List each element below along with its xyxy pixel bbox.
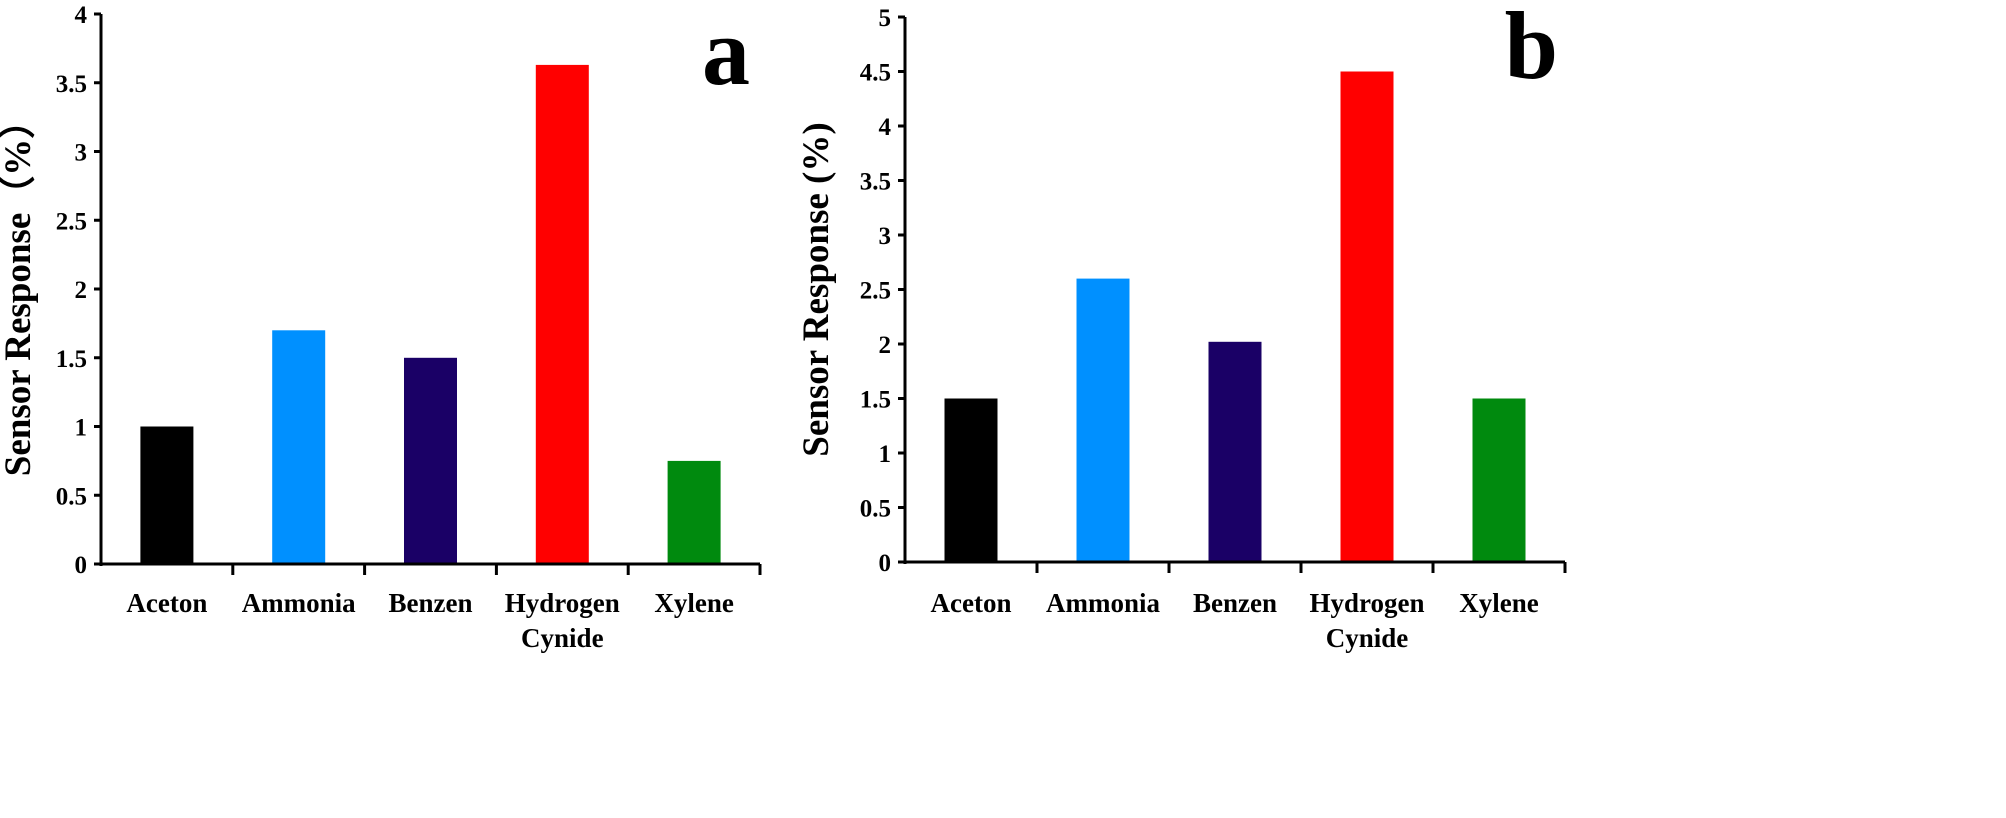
y-tick-label: 4: [75, 2, 88, 29]
x-category-label: Cynide: [521, 623, 604, 653]
bar-aceton: [140, 426, 194, 564]
x-category-label: Xylene: [654, 588, 734, 618]
x-category-label: Aceton: [126, 588, 207, 618]
y-tick-label: 0.5: [860, 496, 891, 523]
y-tick-label: 5: [879, 5, 892, 32]
x-category-label: Ammonia: [1046, 588, 1160, 618]
y-tick-label: 3: [75, 140, 88, 167]
y-tick-label: 3: [879, 223, 892, 250]
panel-a-chart: 0 0.5 1 1.5 2 2.5 3 3.5 4 Aceton Ammonia Benzen Hydr…: [0, 0, 762, 653]
x-category-label: Benzen: [1193, 588, 1277, 618]
panel-label: b: [1505, 0, 1558, 99]
bar-xylene: [667, 460, 721, 564]
y-tick-label: 3.5: [860, 169, 891, 196]
bar-benzen: [404, 357, 457, 565]
bar-xylene: [1472, 398, 1526, 562]
x-category-label: Ammonia: [242, 588, 356, 618]
panel-label: a: [702, 0, 750, 105]
y-tick-label: 0.5: [56, 483, 87, 510]
y-tick-label: 1.5: [860, 387, 891, 414]
y-tick-label: 2: [75, 277, 88, 304]
x-category-label: Aceton: [931, 588, 1012, 618]
y-tick-label: 2.5: [56, 208, 87, 235]
y-tick-label: 2: [879, 332, 892, 359]
x-category-label: Cynide: [1326, 623, 1409, 653]
y-axis-title: Sensor Response (%): [796, 122, 837, 456]
x-category-label: Hydrogen: [505, 588, 620, 618]
bar-benzen: [1208, 341, 1262, 562]
y-tick-label: 4.5: [860, 60, 891, 87]
y-tick-label: 1: [879, 441, 892, 468]
y-tick-label: 0: [879, 550, 892, 577]
y-axis-title: Sensor Response（%）: [0, 102, 39, 477]
y-tick-label: 3.5: [56, 71, 87, 98]
bar-hydrogen-cynide: [535, 64, 589, 565]
y-tick-label: 0: [75, 552, 88, 579]
bar-ammonia: [272, 330, 326, 565]
x-category-label: Hydrogen: [1309, 588, 1424, 618]
y-tick-label: 1.5: [56, 346, 87, 373]
x-category-label: Xylene: [1459, 588, 1539, 618]
panel-b-chart: 0 0.5 1 1.5 2 2.5 3 3.5 4 4.5 5 Aceton Ammonia Benzen…: [796, 0, 1567, 653]
y-tick-label: 1: [75, 415, 88, 442]
bar-hydrogen-cynide: [1340, 71, 1394, 562]
y-tick-label: 2.5: [860, 278, 891, 305]
bar-ammonia: [1076, 278, 1130, 562]
x-category-label: Benzen: [389, 588, 473, 618]
y-tick-label: 4: [879, 114, 892, 141]
bar-aceton: [944, 398, 998, 562]
